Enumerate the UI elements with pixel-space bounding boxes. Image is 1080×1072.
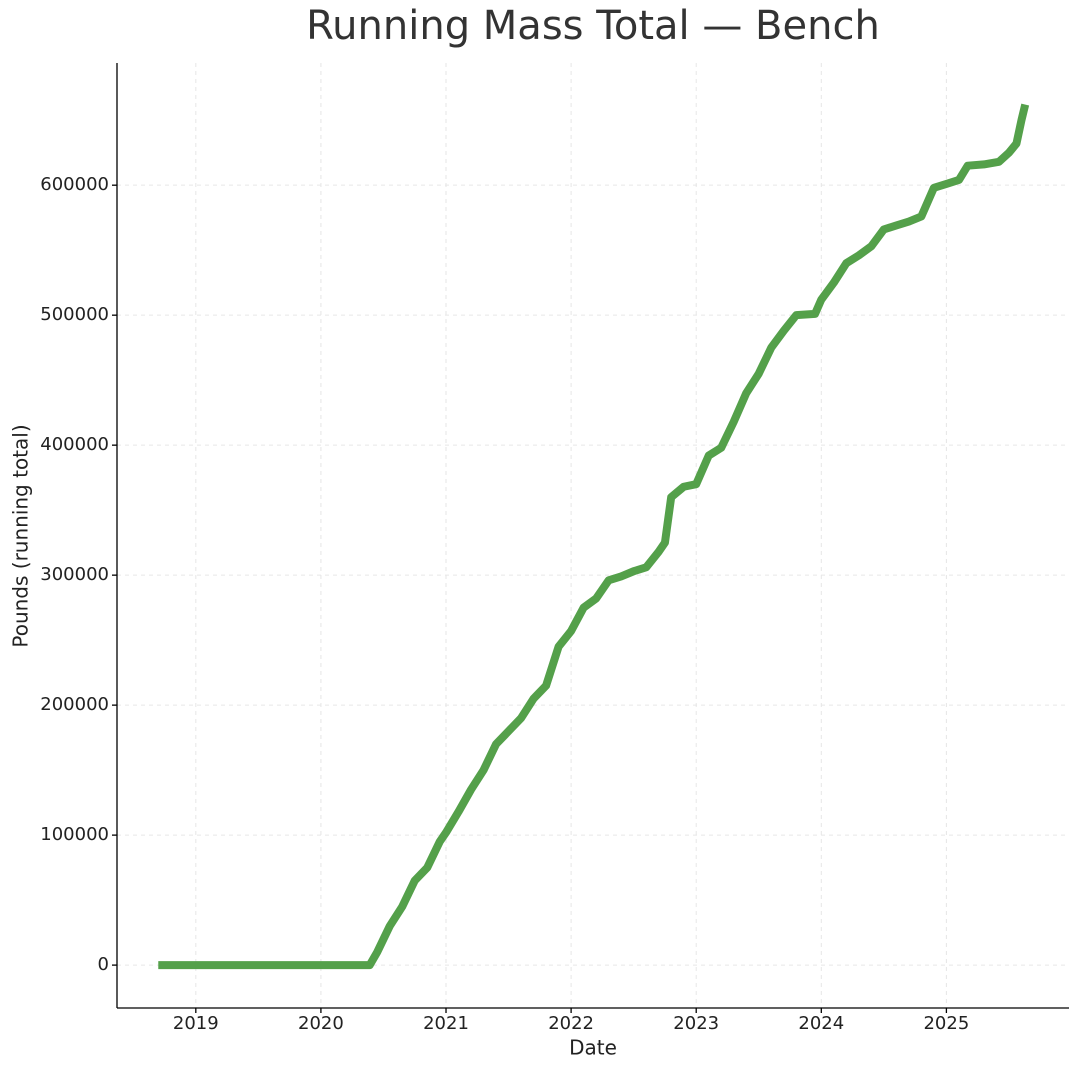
y-tick-label: 300000 xyxy=(40,564,109,585)
y-axis-label: Pounds (running total) xyxy=(9,424,33,647)
x-tick-label: 2020 xyxy=(298,1013,344,1034)
x-tick-label: 2019 xyxy=(173,1013,219,1034)
x-axis-label: Date xyxy=(569,1036,617,1060)
y-tick-label: 0 xyxy=(98,954,109,975)
x-tick-label: 2021 xyxy=(423,1013,469,1034)
y-tick-label: 200000 xyxy=(40,694,109,715)
x-tick-label: 2025 xyxy=(923,1013,969,1034)
y-tick-label: 400000 xyxy=(40,434,109,455)
x-tick-label: 2024 xyxy=(798,1013,844,1034)
x-tick-label: 2023 xyxy=(673,1013,719,1034)
data-line xyxy=(158,103,1030,970)
x-tick-label: 2022 xyxy=(548,1013,594,1034)
y-tick-label: 600000 xyxy=(40,174,109,195)
y-tick-label: 100000 xyxy=(40,824,109,845)
chart-title: Running Mass Total — Bench xyxy=(306,3,880,49)
y-tick-label: 500000 xyxy=(40,304,109,325)
